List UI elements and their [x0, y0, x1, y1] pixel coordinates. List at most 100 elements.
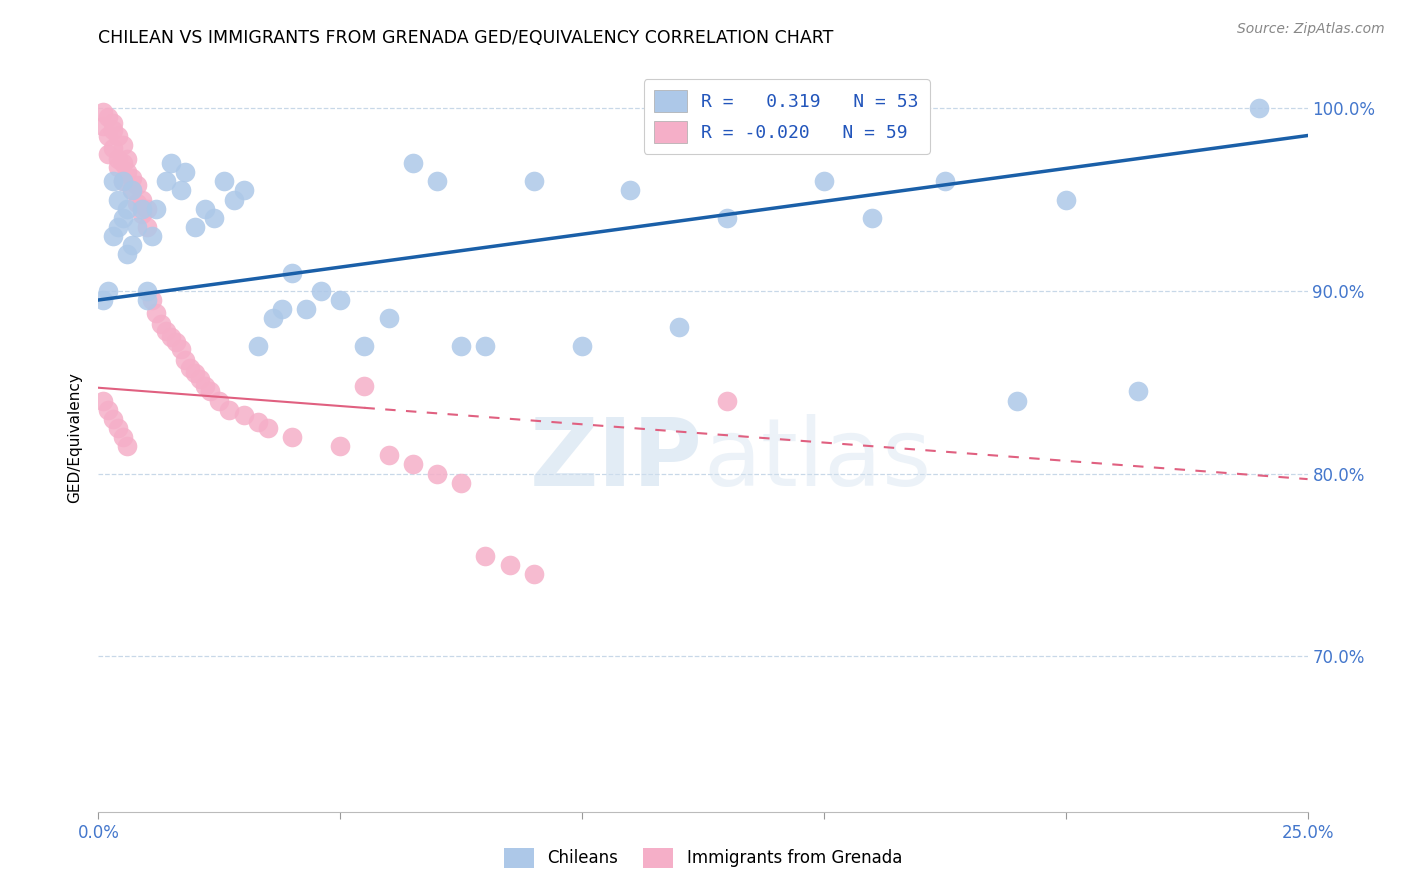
Point: [247, 416, 270, 430]
Point: [174, 353, 197, 368]
Point: [377, 311, 399, 326]
Point: [934, 174, 956, 188]
Point: [101, 116, 124, 130]
Point: [1007, 393, 1029, 408]
Point: [194, 202, 217, 216]
Point: [523, 174, 546, 188]
Point: [117, 202, 139, 216]
Point: [101, 141, 124, 155]
Point: [295, 302, 318, 317]
Point: [218, 402, 240, 417]
Point: [204, 211, 226, 225]
Point: [1054, 193, 1077, 207]
Point: [179, 360, 201, 375]
Point: [169, 343, 191, 357]
Point: [135, 293, 157, 307]
Point: [165, 334, 187, 349]
Point: [194, 379, 217, 393]
Point: [232, 408, 254, 422]
Text: ZIP: ZIP: [530, 414, 703, 506]
Point: [668, 320, 690, 334]
Point: [131, 207, 153, 221]
Point: [309, 284, 332, 298]
Point: [160, 329, 183, 343]
Point: [111, 174, 134, 188]
Point: [262, 311, 284, 326]
Point: [141, 293, 163, 307]
Point: [101, 229, 124, 244]
Point: [474, 549, 496, 563]
Point: [450, 475, 472, 490]
Point: [281, 430, 304, 444]
Y-axis label: GED/Equivalency: GED/Equivalency: [67, 372, 83, 502]
Point: [101, 123, 124, 137]
Point: [716, 211, 738, 225]
Point: [247, 339, 270, 353]
Point: [523, 567, 546, 582]
Point: [174, 165, 197, 179]
Point: [91, 393, 114, 408]
Text: Source: ZipAtlas.com: Source: ZipAtlas.com: [1237, 22, 1385, 37]
Point: [813, 174, 835, 188]
Point: [571, 339, 593, 353]
Point: [188, 371, 211, 385]
Point: [450, 339, 472, 353]
Point: [256, 421, 278, 435]
Point: [160, 156, 183, 170]
Point: [498, 558, 520, 572]
Point: [155, 174, 177, 188]
Point: [402, 156, 425, 170]
Point: [97, 146, 120, 161]
Point: [281, 266, 304, 280]
Text: CHILEAN VS IMMIGRANTS FROM GRENADA GED/EQUIVALENCY CORRELATION CHART: CHILEAN VS IMMIGRANTS FROM GRENADA GED/E…: [98, 29, 834, 47]
Point: [271, 302, 294, 317]
Point: [107, 219, 129, 234]
Point: [107, 193, 129, 207]
Point: [97, 128, 120, 143]
Point: [184, 366, 207, 380]
Point: [860, 211, 883, 225]
Point: [619, 183, 641, 197]
Point: [111, 174, 134, 188]
Point: [111, 430, 134, 444]
Point: [111, 211, 134, 225]
Point: [107, 153, 129, 167]
Point: [131, 202, 153, 216]
Point: [117, 153, 139, 167]
Point: [121, 183, 143, 197]
Point: [426, 467, 449, 481]
Legend: Chileans, Immigrants from Grenada: Chileans, Immigrants from Grenada: [498, 841, 908, 875]
Point: [117, 247, 139, 261]
Point: [91, 293, 114, 307]
Point: [208, 393, 231, 408]
Point: [111, 137, 134, 152]
Point: [145, 306, 167, 320]
Point: [107, 128, 129, 143]
Point: [127, 219, 149, 234]
Point: [184, 219, 207, 234]
Point: [101, 174, 124, 188]
Point: [353, 339, 375, 353]
Point: [150, 317, 173, 331]
Point: [97, 284, 120, 298]
Point: [127, 178, 149, 192]
Point: [91, 120, 114, 134]
Point: [232, 183, 254, 197]
Point: [127, 196, 149, 211]
Point: [212, 174, 235, 188]
Text: atlas: atlas: [703, 414, 931, 506]
Point: [426, 174, 449, 188]
Point: [97, 402, 120, 417]
Point: [121, 183, 143, 197]
Point: [141, 229, 163, 244]
Point: [198, 384, 221, 399]
Point: [402, 458, 425, 472]
Point: [117, 439, 139, 453]
Point: [353, 379, 375, 393]
Point: [329, 293, 352, 307]
Point: [121, 170, 143, 185]
Point: [1128, 384, 1150, 399]
Point: [91, 104, 114, 119]
Point: [111, 156, 134, 170]
Point: [107, 421, 129, 435]
